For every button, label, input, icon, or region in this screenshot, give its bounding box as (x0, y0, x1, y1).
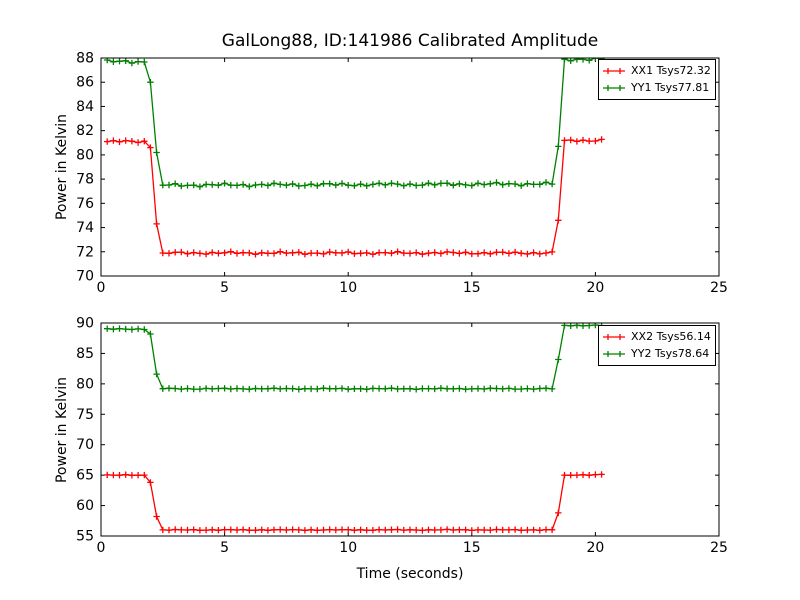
legend-sample-path (603, 334, 625, 340)
legend-sample-path (603, 68, 625, 74)
x-tick-label: 10 (339, 540, 357, 556)
legend-entry: YY2 Tsys78.64 (603, 346, 711, 362)
x-tick-label: 20 (586, 540, 604, 556)
legend-top: XX1 Tsys72.32 YY1 Tsys77.81 (598, 59, 716, 100)
legend-label-xx1: XX1 Tsys72.32 (631, 64, 711, 77)
y-tick-label: 65 (76, 468, 94, 484)
y-tick-label: 60 (76, 498, 94, 514)
y-tick-label: 80 (76, 376, 94, 392)
x-tick-label: 15 (463, 540, 481, 556)
axes-frame (100, 57, 720, 277)
legend-line-sample-xx2-icon (603, 334, 625, 340)
series-xx2 (104, 471, 605, 534)
y-tick-label: 70 (76, 437, 94, 453)
subplot-1: 0 5 10 15 20 25 55 60 65 70 75 80 85 90 (76, 316, 728, 557)
legend-label-yy1: YY1 Tsys77.81 (631, 81, 710, 94)
y-tick-label: 72 (76, 244, 94, 260)
series-line (107, 324, 602, 390)
series-markers (104, 136, 605, 258)
series-yy2 (104, 323, 605, 393)
y-tick-label: 76 (76, 196, 94, 212)
x-tick-label: 15 (463, 280, 481, 296)
legend-entry: XX1 Tsys72.32 (603, 63, 711, 79)
series-yy1 (104, 58, 605, 190)
axes-frame (100, 322, 720, 537)
legend-sample-path (603, 85, 625, 91)
y-tick-label: 90 (76, 316, 94, 332)
legend-line-sample-yy1-icon (603, 85, 625, 91)
x-tick-label: 5 (220, 280, 229, 296)
legend-label-yy2: YY2 Tsys78.64 (631, 347, 710, 360)
x-tick-label: 10 (339, 280, 357, 296)
x-tick-label: 5 (220, 540, 229, 556)
y-tick-label: 55 (76, 529, 94, 545)
x-tick-label: 0 (97, 540, 106, 556)
y-tick-label: 80 (76, 147, 94, 163)
series-markers (104, 323, 605, 393)
series-line (107, 138, 602, 255)
y-tick-label: 70 (76, 269, 94, 285)
series-line (107, 473, 602, 532)
x-tick-label: 20 (586, 280, 604, 296)
legend-entry: YY1 Tsys77.81 (603, 80, 711, 96)
chart-title: GalLong88, ID:141986 Calibrated Amplitud… (221, 31, 599, 51)
x-tick-label: 25 (710, 540, 728, 556)
series-markers (104, 471, 605, 534)
legend-entry: XX2 Tsys56.14 (603, 329, 711, 345)
subplot-0: 0 5 10 15 20 25 70 72 74 76 78 80 82 84 86 88 (76, 51, 728, 297)
y-axis-label-top: Power in Kelvin (54, 113, 70, 221)
y-tick-label: 88 (76, 51, 94, 67)
y-tick-label: 78 (76, 172, 94, 188)
x-tick-label: 25 (710, 280, 728, 296)
y-tick-label: 74 (76, 220, 94, 236)
x-tick-label: 0 (97, 280, 106, 296)
series-markers (104, 58, 605, 190)
series-xx1 (104, 136, 605, 258)
y-tick-label: 86 (76, 75, 94, 91)
legend-bottom: XX2 Tsys56.14 YY2 Tsys78.64 (598, 325, 716, 366)
y-axis-label-bottom: Power in Kelvin (54, 376, 70, 484)
legend-line-sample-yy2-icon (603, 351, 625, 357)
y-tick-label: 75 (76, 407, 94, 423)
legend-sample-path (603, 351, 625, 357)
series-line (107, 58, 602, 188)
y-tick-label: 85 (76, 346, 94, 362)
legend-line-sample-xx1-icon (603, 68, 625, 74)
legend-label-xx2: XX2 Tsys56.14 (631, 330, 711, 343)
y-tick-label: 84 (76, 99, 94, 115)
x-axis-label: Time (seconds) (356, 566, 464, 582)
y-tick-label: 82 (76, 123, 94, 139)
